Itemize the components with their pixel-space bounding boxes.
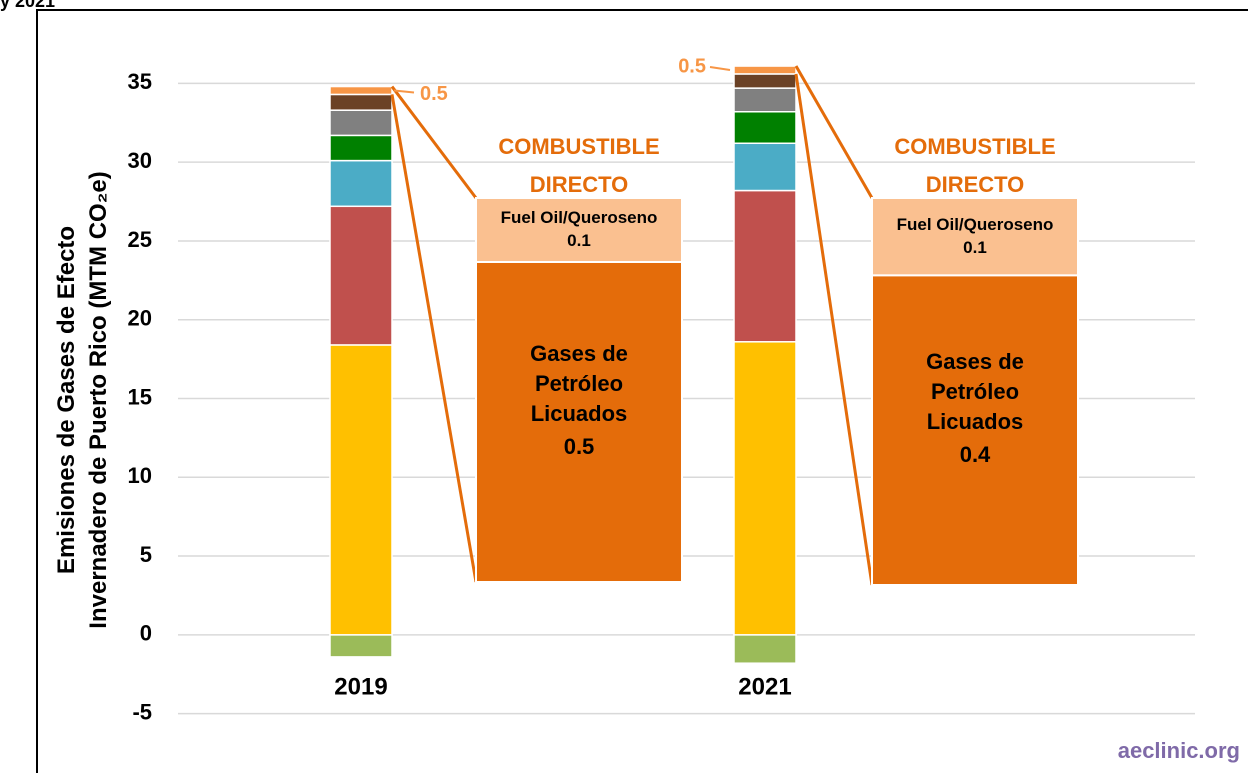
value-label: 0.5 <box>420 83 448 105</box>
bar-segment <box>329 634 393 658</box>
bar-segment <box>733 142 797 192</box>
breakout-segment <box>871 274 1079 586</box>
breakout-item-value: 0.5 <box>563 434 595 459</box>
bar-segment <box>733 341 797 636</box>
breakout-item-value: 0.1 <box>963 237 987 257</box>
bar-segment <box>329 159 393 208</box>
connector <box>390 94 478 583</box>
connector <box>794 73 874 586</box>
breakout-item-value: 0.1 <box>567 231 591 250</box>
breakout-item-name: Fuel Oil/Queroseno <box>500 208 658 227</box>
y-tick-label: 30 <box>128 148 152 173</box>
y-tick-label: 35 <box>128 69 152 94</box>
bar-segment <box>733 87 797 113</box>
bar-segment <box>733 634 797 664</box>
breakout-segment <box>475 197 683 263</box>
bar-segment <box>329 205 393 346</box>
breakout-item-name: Fuel Oil/Queroseno <box>896 214 1054 234</box>
bar-segment <box>329 85 393 96</box>
y-tick-label: 25 <box>128 227 152 252</box>
bar-segment <box>329 109 393 137</box>
y-tick-label: 0 <box>140 621 152 646</box>
bar-segment <box>733 65 797 75</box>
y-tick-label: 10 <box>128 463 152 488</box>
bar-segment <box>733 189 797 343</box>
bar-segment <box>733 73 797 89</box>
breakout-segment <box>475 261 683 583</box>
connector <box>390 85 478 199</box>
label-leader <box>709 66 731 71</box>
breakout-title: COMBUSTIBLE DIRECTO <box>894 134 1056 197</box>
source: aeclinic.org <box>1118 738 1240 763</box>
y-axis-label-line: Emisiones de Gases de Efecto <box>53 226 80 574</box>
y-tick-label: 15 <box>128 384 152 409</box>
breakout-title: COMBUSTIBLE DIRECTO <box>498 134 660 197</box>
x-tick-label: 2019 <box>334 673 387 700</box>
bar-segment <box>329 134 393 162</box>
y-tick-label: -5 <box>132 699 152 724</box>
y-tick-label: 5 <box>140 542 152 567</box>
breakout-item-name: Gases de Petróleo Licuados <box>530 341 628 426</box>
y-axis-label-line: Invernadero de Puerto Rico (MTM CO₂e) <box>85 171 112 628</box>
value-label: 0.5 <box>678 55 706 77</box>
x-tick-label: 2021 <box>738 673 791 700</box>
bar-segment <box>733 110 797 145</box>
bar-segment <box>329 93 393 111</box>
connector <box>794 65 874 199</box>
y-axis-label: Emisiones de Gases de Efecto Invernadero … <box>53 171 112 628</box>
chart-title: y 2021 <box>0 0 55 11</box>
label-leader <box>393 89 415 94</box>
y-tick-label: 20 <box>128 306 152 331</box>
breakout-item-value: 0.4 <box>959 442 991 468</box>
bar-segment <box>329 344 393 636</box>
breakout-item-name: Gases de Petróleo Licuados <box>926 349 1024 435</box>
breakout-segment <box>871 197 1079 277</box>
